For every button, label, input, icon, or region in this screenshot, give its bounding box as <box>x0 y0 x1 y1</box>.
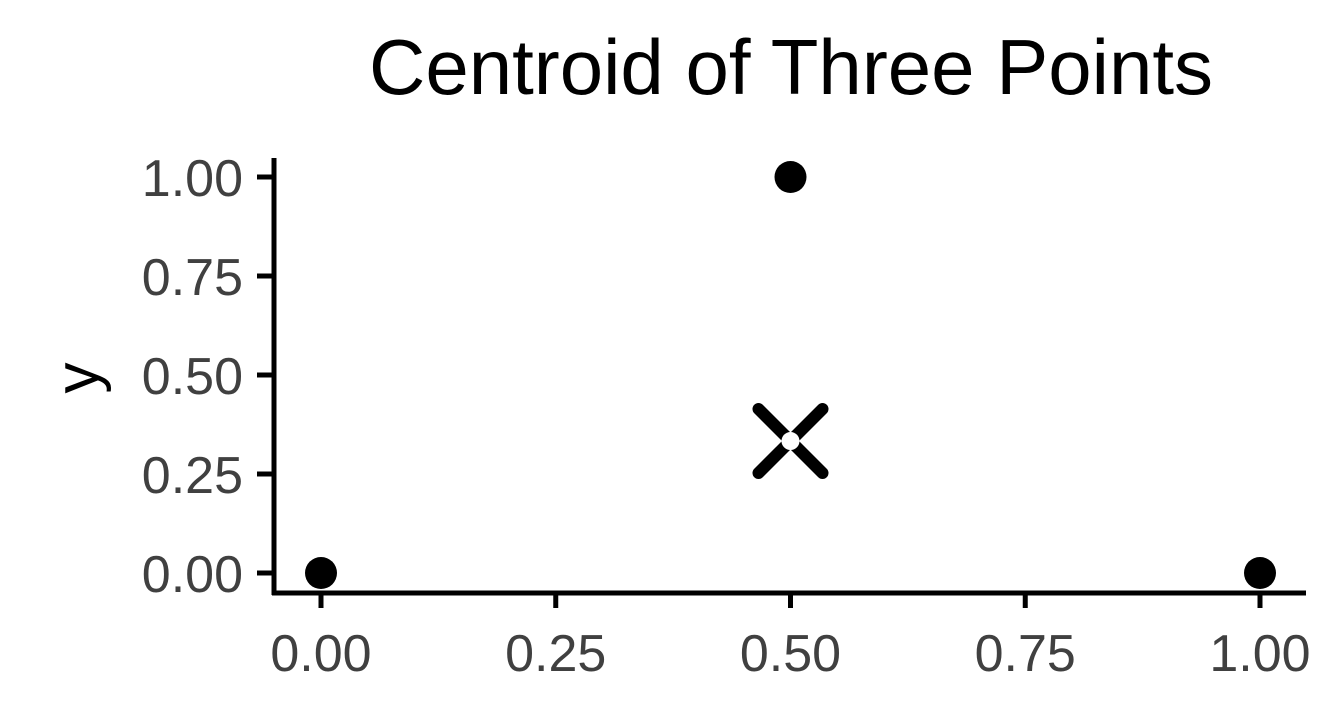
ticks: 0.00 0.25 0.50 0.75 1.00 0.00 0.25 0.50 0.75 1.00 <box>142 150 1311 683</box>
y-tick-label: 0.75 <box>142 249 243 307</box>
x-tick-label: 1.00 <box>1209 625 1310 683</box>
y-tick-label: 0.00 <box>142 546 243 604</box>
axes <box>271 158 1306 596</box>
data-point <box>305 557 337 589</box>
x-tick-label: 0.75 <box>975 625 1076 683</box>
data-point <box>1244 557 1276 589</box>
y-tick-label: 0.50 <box>142 348 243 406</box>
centroid-center-dot <box>781 432 800 451</box>
x-tick-label: 0.00 <box>270 625 371 683</box>
x-tick-label: 0.25 <box>505 625 606 683</box>
x-tick-label: 0.50 <box>740 625 841 683</box>
centroid-marker <box>752 403 829 480</box>
data-points <box>305 161 1276 589</box>
y-tick-label: 0.25 <box>142 447 243 505</box>
y-tick-label: 1.00 <box>142 150 243 208</box>
data-point <box>774 161 807 193</box>
chart-title: Centroid of Three Points <box>368 23 1214 111</box>
